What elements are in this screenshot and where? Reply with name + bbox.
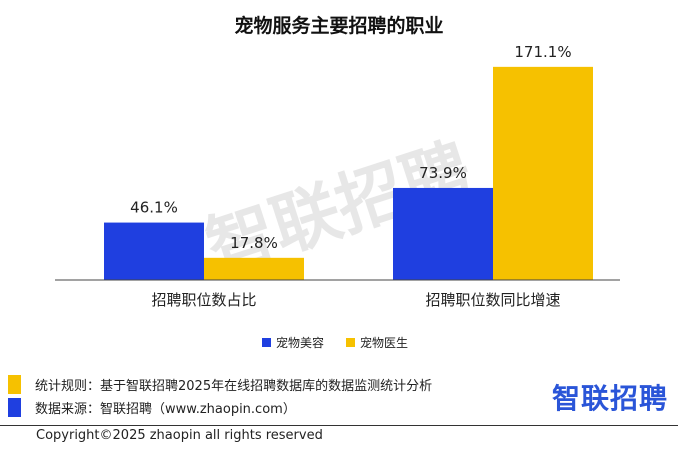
footer-source-row: 数据来源：智联招聘（www.zhaopin.com） [8,396,296,418]
data-label: 17.8% [230,234,278,252]
legend-swatch [262,338,271,347]
rule-swatch [8,374,21,394]
legend-swatch [346,338,355,347]
bar-vet-1 [493,66,593,281]
copyright-text: Copyright©2025 zhaopin all rights reserv… [36,428,323,443]
bar-grooming-0 [104,222,204,280]
brand-logo: 智联招聘 [551,382,668,415]
bar-vet-0 [204,257,304,280]
bar-grooming-1 [393,187,493,280]
footer-source-text: 数据来源：智联招聘（www.zhaopin.com） [35,401,296,417]
data-label: 46.1% [130,199,178,217]
x-tick-label: 招聘职位数同比增速 [425,291,560,309]
footer-divider [0,425,678,426]
source-swatch [8,397,21,417]
chart-title: 宠物服务主要招聘的职业 [234,14,443,37]
footer-rule-text: 统计规则：基于智联招聘2025年在线招聘数据库的数据监测统计分析 [35,378,433,394]
legend-label: 宠物医生 [360,335,408,350]
footer-rule-row: 统计规则：基于智联招聘2025年在线招聘数据库的数据监测统计分析 [8,373,432,395]
legend-label: 宠物美容 [276,335,324,350]
x-tick-label: 招聘职位数占比 [151,291,256,309]
data-label: 73.9% [419,164,467,182]
bar-chart: 宠物服务主要招聘的职业 智联招聘 46.1%17.8%73.9%171.1% 招… [55,14,620,350]
data-label: 171.1% [514,43,571,61]
